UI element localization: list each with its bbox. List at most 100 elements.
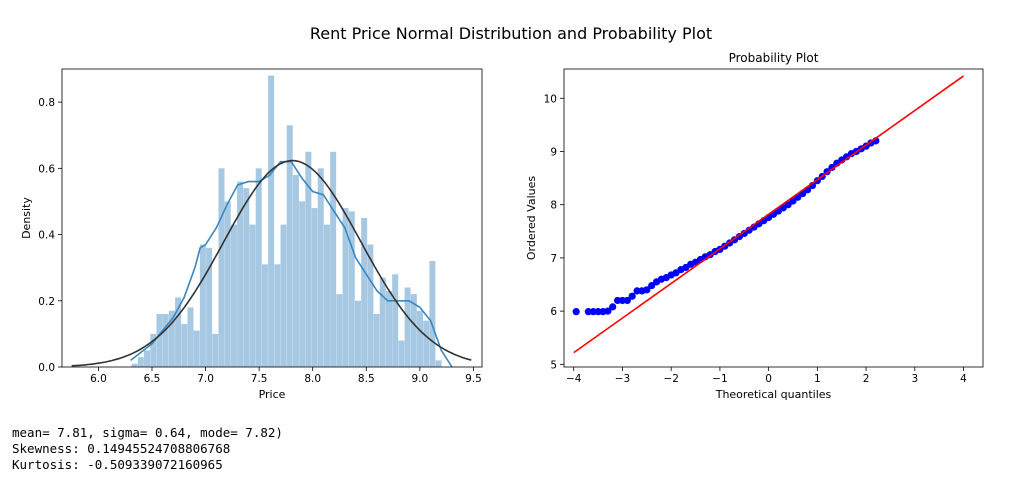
histogram-bar	[181, 323, 188, 367]
y-tick-label: 8	[550, 200, 557, 212]
x-tick-label: 8.0	[304, 373, 321, 385]
x-tick-label: −3	[615, 373, 630, 385]
x-tick-label: 6.0	[90, 373, 107, 385]
data-point	[572, 308, 580, 316]
histogram-bar	[354, 300, 361, 367]
histogram-bar	[379, 277, 386, 367]
histogram-bar	[348, 211, 355, 367]
y-tick-label: 0.2	[38, 296, 55, 308]
x-tick-label: 9.0	[412, 373, 429, 385]
data-point	[828, 163, 836, 172]
histogram-bar	[230, 224, 237, 367]
normal-fit-line	[71, 159, 472, 367]
plot-frame	[61, 68, 483, 368]
x-tick-label: −2	[663, 373, 678, 385]
x-tick-label: 4	[960, 373, 967, 385]
fit-line	[573, 75, 964, 354]
y-axis-label: Density	[20, 197, 33, 239]
y-tick-label: 9	[550, 146, 557, 158]
histogram-bar	[286, 125, 293, 368]
histogram-bar	[429, 261, 436, 367]
histogram-bar	[187, 307, 194, 367]
histogram-bar	[398, 340, 405, 367]
x-tick-label: 0	[765, 373, 772, 385]
histogram-bar	[162, 314, 169, 367]
x-tick-label: 2	[863, 373, 870, 385]
histogram-bar	[385, 290, 392, 367]
console-line-mean: mean= 7.81, sigma= 0.64, mode= 7.82)	[12, 425, 283, 440]
histogram-bar	[150, 333, 157, 367]
histogram-bar	[175, 297, 182, 367]
console-line-skewness: Skewness: 0.14945524708806768	[12, 441, 231, 456]
histogram-bar	[336, 294, 343, 367]
x-tick-label: 8.5	[358, 373, 375, 385]
x-tick-label: 7.0	[197, 373, 214, 385]
histogram-bar	[311, 208, 318, 367]
histogram-bar	[144, 350, 151, 367]
figure-title: Rent Price Normal Distribution and Proba…	[309, 24, 713, 43]
histogram-bar	[137, 357, 144, 367]
histogram-bar	[305, 151, 312, 367]
y-tick-label: 7	[550, 253, 557, 265]
histogram-bar	[330, 151, 337, 367]
histogram-bar	[423, 320, 430, 367]
histogram-bar	[392, 274, 399, 367]
probability-plot-panel: −4 −3 −2 −1 0 1 2 3 4 5 6 7 8 9 10 Probability Plot Theo…	[525, 51, 984, 401]
histogram-bar	[435, 360, 442, 367]
x-tick-label: 7.5	[251, 373, 268, 385]
data-point	[628, 292, 636, 300]
data-point	[643, 286, 651, 294]
histogram-bar	[261, 264, 268, 367]
data-point	[648, 281, 656, 290]
histogram-bar	[131, 363, 138, 367]
histogram-bar	[255, 168, 262, 367]
histogram-bar	[361, 218, 368, 367]
histogram-bar	[243, 188, 250, 367]
y-tick-label: 5	[550, 359, 557, 371]
x-axis-label: Price	[259, 388, 286, 401]
histogram-bar	[323, 224, 330, 367]
x-tick-label: −4	[566, 373, 582, 385]
y-tick-label: 6	[550, 306, 557, 318]
histogram-bar	[237, 181, 244, 367]
histogram-bar	[404, 287, 411, 367]
x-tick-label: 9.5	[465, 373, 482, 385]
histogram-bar	[317, 168, 324, 367]
histogram-bar	[206, 247, 213, 367]
histogram-bar	[373, 314, 380, 367]
data-point	[604, 307, 612, 315]
histogram-bar	[280, 224, 287, 367]
y-tick-label: 0.6	[38, 163, 55, 175]
histogram-bar	[410, 294, 417, 367]
x-axis-label: Theoretical quantiles	[715, 388, 832, 401]
histogram-bar	[156, 314, 163, 367]
y-tick-label: 0.8	[38, 97, 55, 109]
histogram-bar	[417, 310, 424, 367]
histogram-bar	[342, 208, 349, 367]
x-tick-label: −1	[712, 373, 727, 385]
histogram-bar	[274, 264, 281, 367]
plot-frame	[563, 68, 984, 368]
histogram-bar	[367, 244, 374, 367]
histogram-bar	[193, 330, 200, 367]
histogram-bar	[268, 75, 275, 367]
plot-title: Probability Plot	[729, 51, 819, 65]
y-tick-label: 0.4	[38, 230, 55, 242]
x-tick-label: 6.5	[144, 373, 161, 385]
y-axis-label: Ordered Values	[525, 176, 538, 260]
data-point	[609, 303, 617, 311]
histogram-bar	[249, 224, 256, 367]
console-output: mean= 7.81, sigma= 0.64, mode= 7.82) Skew…	[12, 425, 283, 473]
kde-line	[130, 160, 453, 368]
histogram-bar	[224, 201, 231, 367]
x-tick-label: 1	[814, 373, 821, 385]
y-tick-label: 10	[544, 93, 557, 105]
x-tick-label: 3	[911, 373, 918, 385]
histogram-bar	[292, 174, 299, 367]
histogram-bar	[212, 333, 219, 367]
y-tick-label: 0.0	[38, 362, 55, 374]
histogram-panel: 6.0 6.5 7.0 7.5 8.0 8.5 9.0 9.5 0.0 0.2 0.4 0.6 0.8 P…	[20, 68, 483, 401]
histogram-bar	[218, 168, 225, 367]
data-point	[784, 201, 792, 209]
